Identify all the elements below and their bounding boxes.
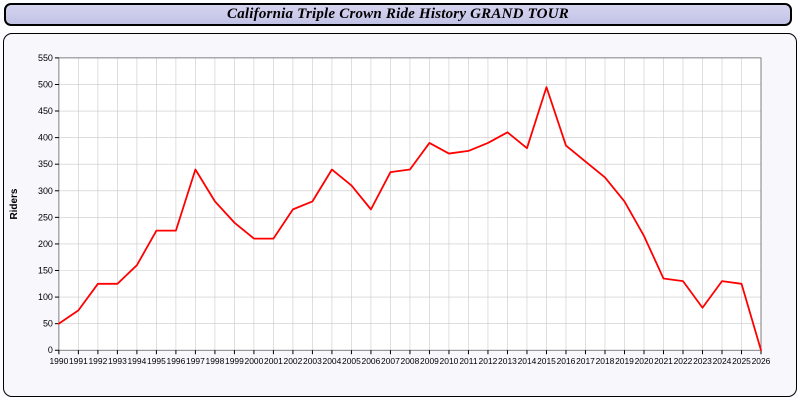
- svg-text:2011: 2011: [459, 356, 477, 366]
- svg-text:50: 50: [43, 319, 53, 329]
- svg-text:2026: 2026: [752, 356, 771, 366]
- svg-text:1993: 1993: [108, 356, 127, 366]
- svg-text:Riders: Riders: [9, 188, 20, 219]
- svg-text:350: 350: [38, 159, 53, 169]
- svg-text:2006: 2006: [362, 356, 381, 366]
- svg-text:2022: 2022: [674, 356, 693, 366]
- svg-text:550: 550: [38, 53, 53, 63]
- svg-text:1995: 1995: [147, 356, 166, 366]
- svg-text:2009: 2009: [420, 356, 439, 366]
- svg-text:1990: 1990: [49, 356, 68, 366]
- svg-text:2004: 2004: [323, 356, 342, 366]
- svg-text:500: 500: [38, 79, 53, 89]
- svg-text:2012: 2012: [479, 356, 498, 366]
- svg-text:1996: 1996: [167, 356, 186, 366]
- svg-text:1998: 1998: [206, 356, 225, 366]
- svg-text:2025: 2025: [732, 356, 751, 366]
- svg-text:1992: 1992: [89, 356, 108, 366]
- svg-text:250: 250: [38, 212, 53, 222]
- svg-text:2023: 2023: [693, 356, 712, 366]
- svg-text:2013: 2013: [498, 356, 517, 366]
- svg-text:2007: 2007: [381, 356, 400, 366]
- svg-text:150: 150: [38, 265, 53, 275]
- chart-title-bar: California Triple Crown Ride History GRA…: [4, 3, 792, 26]
- svg-text:1994: 1994: [128, 356, 147, 366]
- svg-text:2002: 2002: [284, 356, 303, 366]
- svg-text:450: 450: [38, 106, 53, 116]
- svg-text:1991: 1991: [69, 356, 88, 366]
- svg-text:0: 0: [48, 345, 53, 355]
- svg-text:2005: 2005: [342, 356, 361, 366]
- svg-text:2020: 2020: [635, 356, 654, 366]
- svg-text:2010: 2010: [440, 356, 459, 366]
- svg-text:2021: 2021: [654, 356, 673, 366]
- svg-text:400: 400: [38, 133, 53, 143]
- svg-text:2017: 2017: [576, 356, 595, 366]
- svg-text:2024: 2024: [713, 356, 732, 366]
- svg-text:1997: 1997: [186, 356, 205, 366]
- svg-text:2001: 2001: [264, 356, 283, 366]
- svg-text:2003: 2003: [303, 356, 322, 366]
- svg-text:200: 200: [38, 239, 53, 249]
- svg-text:2018: 2018: [596, 356, 615, 366]
- chart-frame: 0 50 100 150 200 250 300 350 400 450 500 550 1990 199…: [3, 33, 797, 397]
- chart-title: California Triple Crown Ride History GRA…: [227, 6, 569, 22]
- svg-text:2014: 2014: [518, 356, 537, 366]
- svg-text:2008: 2008: [401, 356, 420, 366]
- svg-text:100: 100: [38, 292, 53, 302]
- svg-text:2016: 2016: [557, 356, 576, 366]
- svg-text:2000: 2000: [245, 356, 264, 366]
- svg-text:300: 300: [38, 186, 53, 196]
- svg-text:2015: 2015: [537, 356, 556, 366]
- svg-text:2019: 2019: [615, 356, 634, 366]
- svg-text:1999: 1999: [225, 356, 244, 366]
